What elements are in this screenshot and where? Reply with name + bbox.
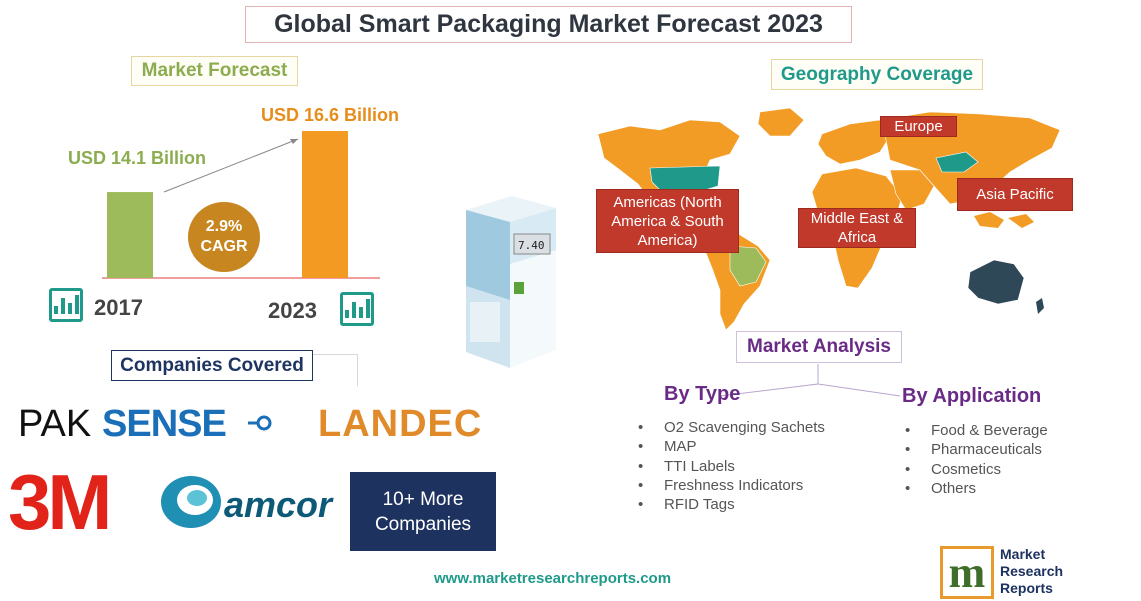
bar-2023 [302,131,348,278]
by-application-heading: By Application [902,385,1042,407]
growth-arrow-head [290,139,298,144]
list-item: Food & Beverage [905,421,1048,441]
cagr-badge: 2.9% CAGR [188,202,260,272]
bar-2017 [107,192,153,278]
amcor-logo-text: amcor [224,484,333,525]
paksense-logo: PAK SENSE [18,400,286,445]
geography-coverage-label: Geography Coverage [771,59,983,90]
chart-svg [102,131,380,279]
region-europe: Europe [880,116,957,137]
mrr-logo-text: Market Research Reports [1000,546,1063,597]
application-list: Food & Beverage Pharmaceuticals Cosmetic… [905,421,1048,498]
svg-text:PAK: PAK [18,403,91,444]
companies-covered-label: Companies Covered [111,350,313,381]
list-item: O2 Scavenging Sachets [638,418,825,438]
analysis-connector [719,364,901,397]
year-label-2023: 2023 [268,298,317,323]
bar-chart-icon [49,288,83,322]
market-forecast-label: Market Forecast [131,56,298,86]
list-item: Others [905,479,1048,499]
amcor-logo [159,472,334,532]
year-label-2017: 2017 [94,295,143,320]
product-package-image: 7.40 [452,190,570,370]
brand-line: Market [1000,546,1046,562]
svg-text:SENSE: SENSE [102,403,226,444]
list-item: MAP [638,437,825,457]
cagr-value: 2.9% [205,218,243,235]
mrr-logo-icon: m [940,546,994,599]
brand-line: Reports [1000,580,1053,596]
region-americas: Americas (North America & South America) [596,189,739,253]
cagr-label: CAGR [200,238,248,255]
3m-logo: 3M [8,458,112,546]
list-item: Freshness Indicators [638,476,825,496]
type-list: O2 Scavenging Sachets MAP TTI Labels Fre… [638,418,825,515]
list-item: Pharmaceuticals [905,440,1048,460]
more-companies-box: 10+ More Companies [350,472,496,551]
list-item: TTI Labels [638,457,825,477]
list-item: Cosmetics [905,460,1048,480]
svg-text:7.40: 7.40 [518,239,545,252]
page-title: Global Smart Packaging Market Forecast 2… [245,6,852,43]
region-middle-east-africa: Middle East & Africa [798,208,916,248]
list-item: RFID Tags [638,495,825,515]
region-asia-pacific: Asia Pacific [957,178,1073,211]
by-type-heading: By Type [664,383,741,405]
value-label-2023: USD 16.6 Billion [261,105,400,125]
market-analysis-label: Market Analysis [736,331,902,363]
landec-logo: LANDEC [318,403,483,445]
brand-line: Research [1000,563,1064,579]
website-url: www.marketresearchreports.com [434,570,672,587]
bar-chart-icon [340,292,374,326]
growth-arrow [163,138,299,193]
forecast-bar-chart [40,95,440,335]
value-label-2017: USD 14.1 Billion [68,148,207,168]
